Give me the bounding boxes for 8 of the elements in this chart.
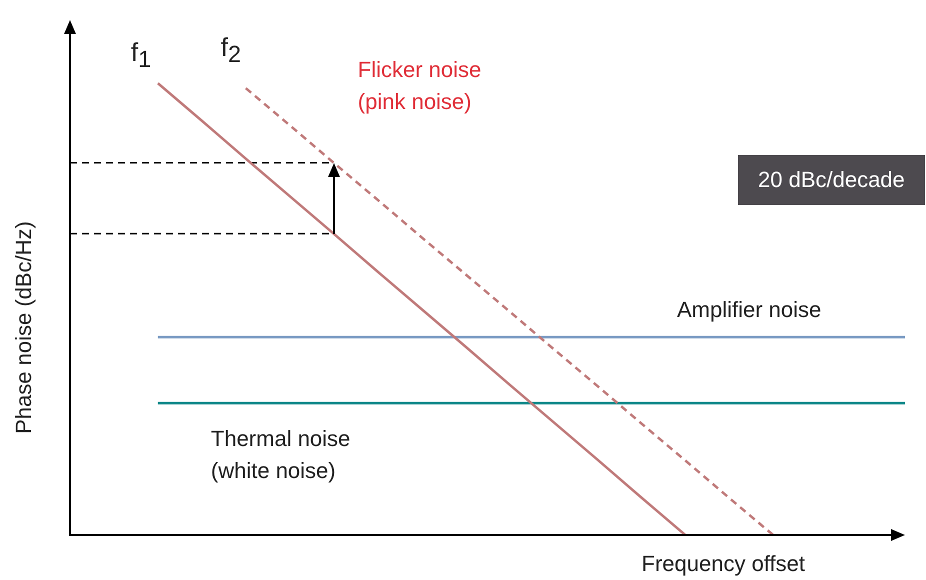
y-axis-title: Phase noise (dBc/Hz): [11, 221, 36, 434]
annotation: Flicker noise (pink noise): [358, 56, 482, 116]
annotation: Thermal noise (white noise): [210, 425, 352, 486]
annotation: 20 dBc/decade: [738, 155, 925, 205]
annotation: Amplifier noise: [677, 296, 822, 324]
x-axis-title: Frequency offset: [642, 551, 805, 576]
text: f$_{2}$: [220, 30, 242, 69]
text: f$_{1}$: [130, 36, 152, 74]
